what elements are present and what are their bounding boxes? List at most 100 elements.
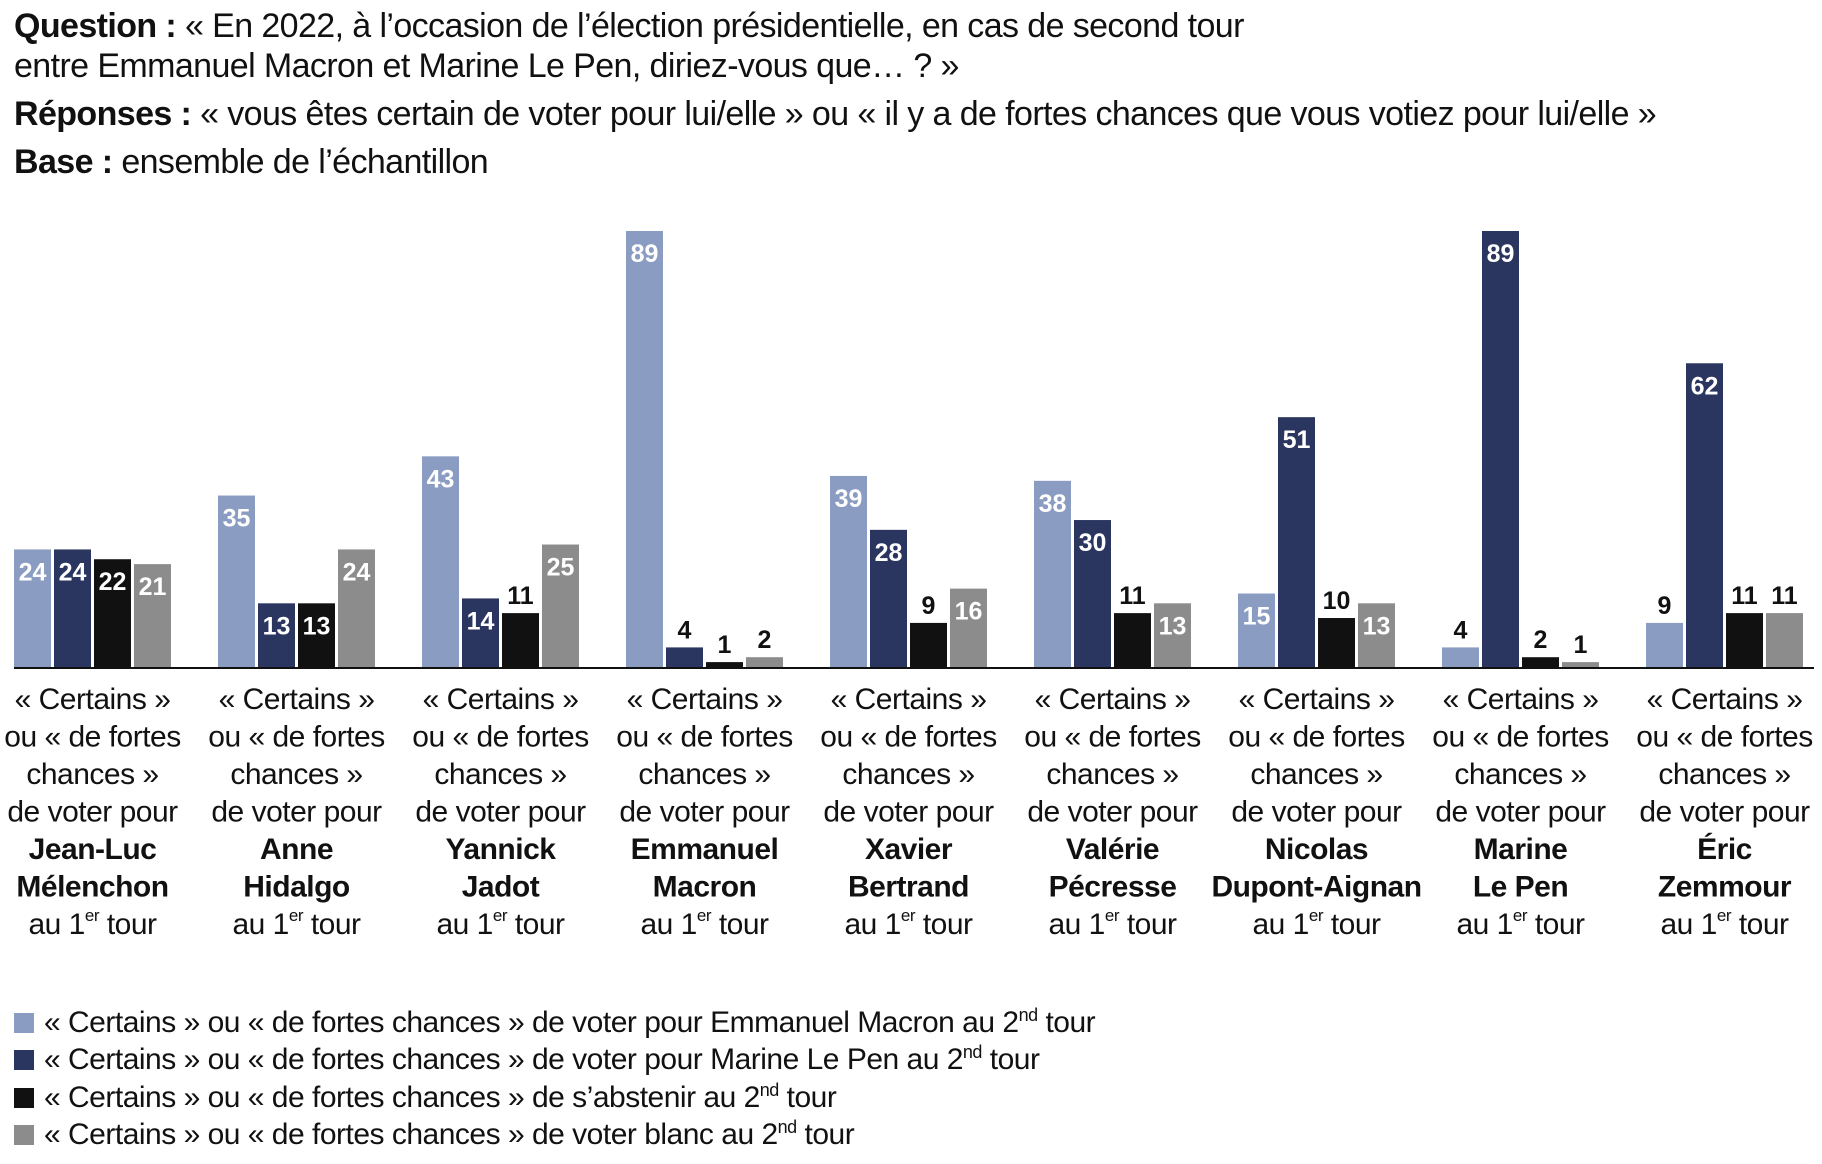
- bar-abstain: [1114, 613, 1151, 667]
- legend-item-macron: « Certains » ou « de fortes chances » de…: [14, 1004, 1096, 1042]
- round-text-end: tour: [1731, 908, 1789, 941]
- category-name: Dupont-Aignan: [1211, 871, 1421, 904]
- data-label: 11: [1771, 582, 1798, 610]
- category-round: au 1er tour: [1660, 906, 1789, 941]
- data-label: 62: [1691, 372, 1719, 400]
- responses-text: « vous êtes certain de voter pour lui/el…: [200, 95, 1657, 133]
- data-label: 25: [547, 554, 575, 582]
- bar-macron: [1442, 647, 1479, 667]
- bar-macron: [1646, 622, 1683, 667]
- category-round: au 1er tour: [436, 906, 565, 941]
- legend-superscript: nd: [1018, 1004, 1039, 1025]
- round-text-end: tour: [915, 908, 973, 941]
- category-name: Yannick: [446, 833, 557, 866]
- bar-group: 9 62 11 11 « Certains » ou « de fortes chances…: [1636, 363, 1813, 941]
- data-label: 9: [922, 592, 936, 620]
- data-label: 51: [1283, 426, 1311, 454]
- data-label: 30: [1079, 529, 1107, 557]
- data-label: 24: [343, 558, 371, 586]
- category-label: « Certains »: [627, 683, 783, 716]
- bar-le_pen: [54, 549, 91, 667]
- responses-label: Réponses :: [14, 95, 192, 133]
- legend-swatch: [14, 1050, 34, 1071]
- round-superscript: er: [1105, 906, 1120, 925]
- data-label: 11: [1119, 582, 1146, 610]
- bar-blank: [542, 544, 579, 667]
- data-label: 9: [1658, 592, 1672, 620]
- category-label: chances »: [842, 758, 974, 791]
- category-label: ou « de fortes: [1228, 721, 1404, 754]
- category-label: chances »: [1658, 758, 1790, 791]
- data-label: 13: [1159, 612, 1187, 640]
- category-label: de voter pour: [1231, 796, 1402, 829]
- category-name: Zemmour: [1658, 871, 1792, 904]
- legend-text-end: tour: [981, 1043, 1040, 1077]
- category-round: au 1er tour: [28, 906, 157, 941]
- bar-abstain: [502, 613, 539, 667]
- bar-abstain: [1318, 618, 1355, 667]
- bar-le_pen: [258, 603, 295, 667]
- category-name: Hidalgo: [243, 871, 350, 904]
- category-label: de voter pour: [7, 796, 178, 829]
- legend-swatch: [14, 1087, 34, 1108]
- legend-text: « Certains » ou « de fortes chances » de…: [44, 1043, 963, 1077]
- category-label: « Certains »: [219, 683, 375, 716]
- round-text-end: tour: [1323, 908, 1381, 941]
- bar-group: 38 30 11 13 « Certains » ou « de fortes chance…: [1024, 480, 1201, 941]
- bar-blank: [134, 564, 171, 667]
- round-superscript: er: [289, 906, 304, 925]
- category-label: de voter pour: [1639, 796, 1810, 829]
- round-text-end: tour: [711, 908, 769, 941]
- category-round: au 1er tour: [640, 906, 769, 941]
- bar-abstain: [706, 662, 743, 667]
- bar-abstain: [1726, 613, 1763, 667]
- category-label: chances »: [1454, 758, 1586, 791]
- category-label: ou « de fortes: [616, 721, 792, 754]
- legend-label: « Certains » ou « de fortes chances » de…: [44, 1117, 855, 1152]
- question-label: Question :: [14, 7, 177, 45]
- data-label: 11: [507, 582, 534, 610]
- category-label: « Certains »: [1035, 683, 1191, 716]
- data-label: 1: [718, 631, 732, 659]
- bar-le_pen: [462, 598, 499, 667]
- category-label: de voter pour: [211, 796, 382, 829]
- data-label: 4: [678, 616, 692, 644]
- data-label: 14: [467, 607, 495, 635]
- category-label: ou « de fortes: [1024, 721, 1200, 754]
- round-superscript: er: [1309, 906, 1324, 925]
- legend-superscript: nd: [962, 1042, 983, 1063]
- data-label: 35: [223, 505, 251, 533]
- legend-item-blank: « Certains » ou « de fortes chances » de…: [14, 1117, 1095, 1155]
- bar-group: 39 28 9 16 « Certains » ou « de fortes chances…: [820, 475, 997, 941]
- data-label: 39: [835, 485, 863, 513]
- bar-le_pen: [1686, 363, 1723, 667]
- category-label: de voter pour: [619, 796, 790, 829]
- legend-swatch: [14, 1012, 34, 1033]
- data-label: 1: [1574, 631, 1588, 659]
- category-name: Anne: [260, 833, 333, 866]
- legend-swatch: [14, 1125, 34, 1146]
- grouped-bar-chart: 24 24 22 21« Certains »ou « de forteschance…: [4, 231, 1814, 941]
- category-round: au 1er tour: [1456, 906, 1585, 941]
- legend-superscript: nd: [777, 1117, 798, 1138]
- round-text: au 1: [1048, 908, 1104, 941]
- category-name: Le Pen: [1473, 871, 1568, 904]
- data-label: 24: [19, 558, 47, 586]
- data-label: 43: [427, 465, 455, 493]
- category-label: « Certains »: [831, 683, 987, 716]
- round-text: au 1: [1252, 908, 1308, 941]
- round-text: au 1: [232, 908, 288, 941]
- category-name: Éric: [1697, 832, 1752, 866]
- round-text: au 1: [1456, 908, 1512, 941]
- legend-text: « Certains » ou « de fortes chances » de…: [44, 1005, 1019, 1039]
- chart-legend: « Certains » ou « de fortes chances » de…: [14, 1004, 1096, 1155]
- legend-label: « Certains » ou « de fortes chances » de…: [44, 1042, 1040, 1077]
- base-label: Base :: [14, 143, 113, 181]
- legend-superscript: nd: [759, 1079, 780, 1100]
- bar-blank: [1154, 603, 1191, 667]
- bar-blank: [338, 549, 375, 667]
- legend-text-end: tour: [778, 1080, 837, 1114]
- category-label: « Certains »: [1443, 683, 1599, 716]
- category-label: de voter pour: [415, 796, 586, 829]
- category-label: ou « de fortes: [820, 721, 996, 754]
